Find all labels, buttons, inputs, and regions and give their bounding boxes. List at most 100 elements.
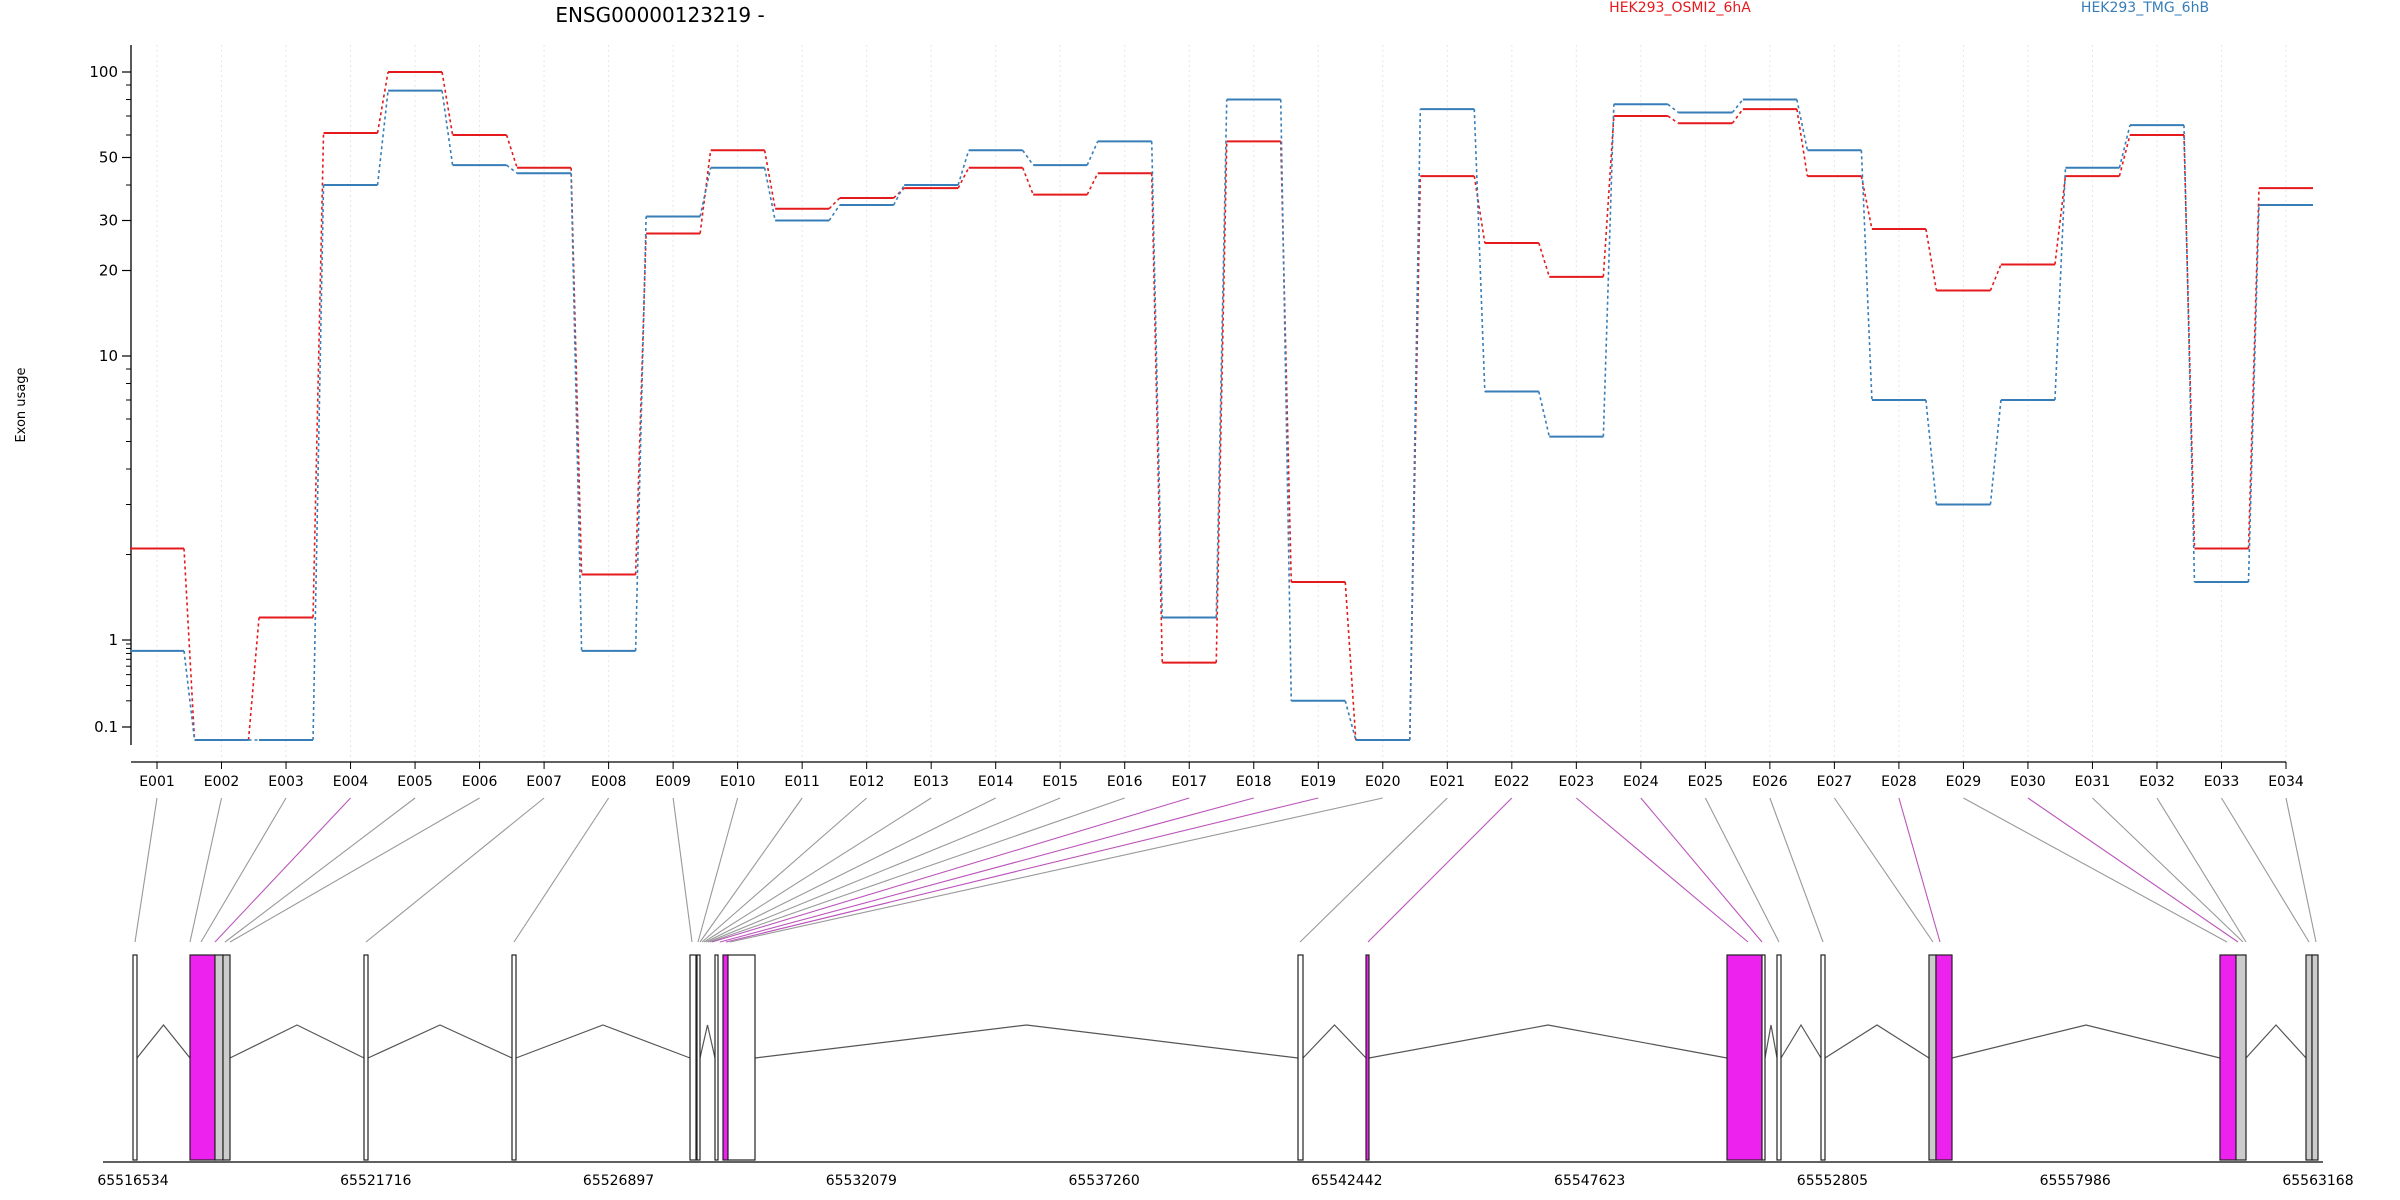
series-connector	[1731, 108, 1744, 124]
x-tick-label: E021	[1430, 774, 1466, 790]
y-tick-label: 10	[99, 347, 118, 365]
x-tick-label: E018	[1236, 774, 1272, 790]
y-tick-label: 30	[99, 211, 118, 229]
x-tick-label: E011	[784, 774, 820, 790]
x-tick-label: E034	[2268, 774, 2304, 790]
exon-box	[1297, 954, 1304, 1161]
exon-box	[189, 954, 216, 1161]
x-tick-label: E003	[268, 774, 304, 790]
exon-connector	[214, 797, 351, 943]
exon-connector	[1769, 797, 1824, 943]
series-connector	[763, 150, 776, 209]
exon-box	[132, 954, 138, 1161]
genomic-tick-label: 65537260	[1068, 1173, 1139, 1189]
series-HEK293_TMG_6hB	[130, 89, 2313, 741]
exon-connector	[200, 797, 287, 943]
series-connector	[1538, 242, 1551, 278]
exon-box	[1726, 954, 1763, 1161]
exon-box	[1761, 954, 1766, 1161]
exon-box	[1365, 954, 1370, 1161]
exon-box	[696, 954, 701, 1161]
series-connector	[1860, 150, 1873, 401]
series-connector	[1279, 99, 1293, 701]
exon-connector	[703, 797, 932, 943]
series-connector	[1086, 172, 1099, 195]
exon-connector	[513, 797, 610, 943]
exon-connector	[699, 797, 803, 943]
exon-box	[722, 954, 729, 1161]
series-connector	[247, 617, 260, 741]
x-axis: E001 E002 E003 E004 E005 E006 E007 E008 E009 E010…	[131, 761, 2304, 790]
intron-line	[1368, 1024, 1728, 1059]
series-connector	[2118, 134, 2131, 177]
series-connector	[1215, 99, 1228, 618]
series-connector	[376, 90, 389, 186]
exon-connector	[705, 797, 996, 943]
exon-box	[1935, 954, 1953, 1161]
intron-line	[1780, 1023, 1822, 1059]
exon-box	[2305, 954, 2313, 1161]
series-connector	[2247, 188, 2260, 549]
series-connector	[1602, 115, 1615, 277]
exon-connector	[1640, 797, 1763, 943]
x-tick-label: E033	[2204, 774, 2240, 790]
exon-connector	[2092, 797, 2244, 943]
genomic-tick-label: 65516534	[97, 1173, 168, 1189]
series-connector	[183, 650, 196, 741]
series-connector	[763, 167, 776, 221]
intron-line	[1824, 1024, 1930, 1059]
exon-box	[1776, 954, 1782, 1161]
genomic-tick-label: 65547623	[1554, 1173, 1625, 1189]
x-tick-label: E020	[1365, 774, 1401, 790]
intron-line	[1302, 1024, 1367, 1059]
series-connector	[1667, 103, 1679, 114]
series-connector	[1150, 141, 1164, 618]
series-connector	[1150, 173, 1164, 663]
x-tick-label: E007	[526, 774, 562, 790]
exon-connector	[134, 797, 158, 943]
x-tick-label: E015	[1042, 774, 1078, 790]
series-connector	[1086, 141, 1099, 166]
series-connector	[1667, 115, 1679, 124]
series-connector	[828, 197, 841, 210]
series-connector	[1602, 104, 1615, 437]
x-tick-label: E005	[397, 774, 433, 790]
x-tick-label: E010	[720, 774, 756, 790]
series-connector	[441, 90, 454, 166]
genomic-tick-label: 65542442	[1311, 1173, 1382, 1189]
series-connector	[505, 134, 518, 169]
series-connector	[441, 71, 454, 136]
exon-connector	[229, 797, 480, 943]
exon-connector	[2285, 797, 2317, 943]
series-connector	[506, 164, 518, 174]
exon-connector	[2027, 797, 2239, 943]
series-connector	[892, 184, 905, 206]
series-lines	[130, 71, 2313, 741]
exon-connector	[1704, 797, 1780, 943]
y-axis: 0.1 1 10 20 30 50 100	[89, 45, 132, 745]
intron-line	[136, 1024, 191, 1059]
x-tick-label: E014	[978, 774, 1014, 790]
x-tick-label: E013	[913, 774, 949, 790]
intron-line	[229, 1024, 365, 1059]
series-connector	[1408, 109, 1422, 741]
x-tick-label: E008	[591, 774, 627, 790]
exon-box	[2311, 954, 2319, 1161]
y-axis-label: Exon usage	[14, 367, 29, 442]
exon-box	[2219, 954, 2237, 1161]
exon-connectors	[134, 797, 2317, 943]
y-tick-label: 100	[89, 63, 118, 81]
exon-connector	[697, 797, 739, 943]
series-connector	[893, 187, 905, 199]
exon-box	[714, 954, 719, 1161]
series-HEK293_OSMI2_6hA	[130, 71, 2313, 741]
x-tick-label: E004	[333, 774, 369, 790]
intron-line	[699, 1024, 716, 1059]
intron-line	[367, 1024, 513, 1059]
exon-connector	[1963, 797, 2228, 943]
exon-connector	[2221, 797, 2310, 943]
exon-box	[214, 954, 224, 1161]
x-tick-label: E006	[462, 774, 498, 790]
x-tick-label: E017	[1171, 774, 1207, 790]
